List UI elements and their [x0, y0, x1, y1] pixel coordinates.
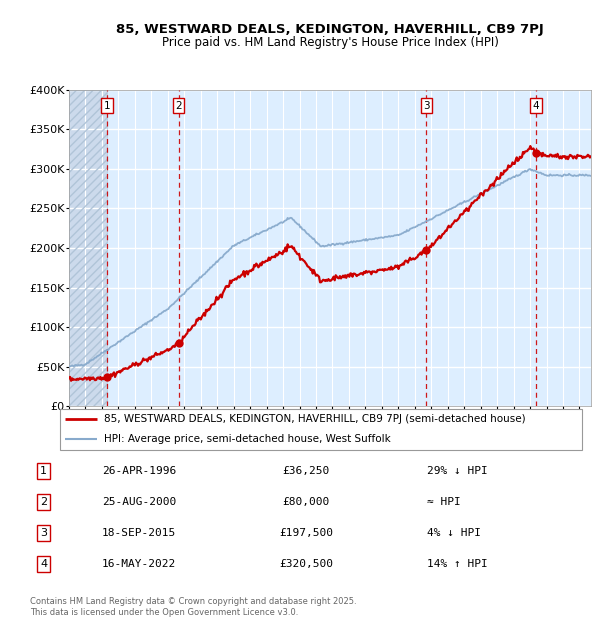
Text: HPI: Average price, semi-detached house, West Suffolk: HPI: Average price, semi-detached house,… — [104, 435, 391, 445]
Text: Price paid vs. HM Land Registry's House Price Index (HPI): Price paid vs. HM Land Registry's House … — [161, 36, 499, 48]
Text: 16-MAY-2022: 16-MAY-2022 — [102, 559, 176, 569]
Text: £320,500: £320,500 — [279, 559, 333, 569]
Text: Contains HM Land Registry data © Crown copyright and database right 2025.
This d: Contains HM Land Registry data © Crown c… — [30, 598, 356, 617]
Text: 29% ↓ HPI: 29% ↓ HPI — [427, 466, 488, 476]
Text: 4: 4 — [40, 559, 47, 569]
Text: 4% ↓ HPI: 4% ↓ HPI — [427, 528, 481, 538]
Text: £197,500: £197,500 — [279, 528, 333, 538]
Text: ≈ HPI: ≈ HPI — [427, 497, 461, 507]
Text: 3: 3 — [40, 528, 47, 538]
Text: 18-SEP-2015: 18-SEP-2015 — [102, 528, 176, 538]
Text: 25-AUG-2000: 25-AUG-2000 — [102, 497, 176, 507]
Text: £80,000: £80,000 — [283, 497, 329, 507]
Text: 2: 2 — [175, 100, 182, 111]
Text: 26-APR-1996: 26-APR-1996 — [102, 466, 176, 476]
Bar — [69, 90, 107, 406]
Text: 3: 3 — [423, 100, 430, 111]
Text: 2: 2 — [40, 497, 47, 507]
Text: 4: 4 — [533, 100, 539, 111]
Text: 1: 1 — [40, 466, 47, 476]
Text: 85, WESTWARD DEALS, KEDINGTON, HAVERHILL, CB9 7PJ (semi-detached house): 85, WESTWARD DEALS, KEDINGTON, HAVERHILL… — [104, 414, 526, 424]
Text: 14% ↑ HPI: 14% ↑ HPI — [427, 559, 488, 569]
Bar — [69, 90, 107, 406]
Text: £36,250: £36,250 — [283, 466, 329, 476]
Text: 85, WESTWARD DEALS, KEDINGTON, HAVERHILL, CB9 7PJ: 85, WESTWARD DEALS, KEDINGTON, HAVERHILL… — [116, 24, 544, 36]
FancyBboxPatch shape — [60, 409, 582, 450]
Text: 1: 1 — [104, 100, 110, 111]
